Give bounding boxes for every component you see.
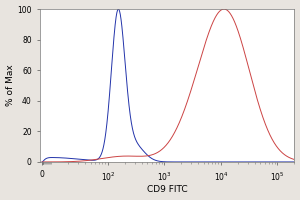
- Y-axis label: % of Max: % of Max: [6, 65, 15, 106]
- X-axis label: CD9 FITC: CD9 FITC: [147, 185, 188, 194]
